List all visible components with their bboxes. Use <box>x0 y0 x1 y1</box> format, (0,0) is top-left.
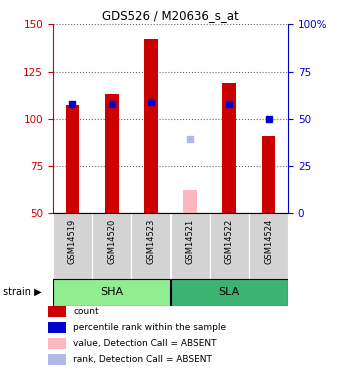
Text: GSM14522: GSM14522 <box>225 218 234 264</box>
Text: rank, Detection Call = ABSENT: rank, Detection Call = ABSENT <box>73 355 212 364</box>
Text: strain ▶: strain ▶ <box>3 287 42 297</box>
Text: SLA: SLA <box>219 287 240 297</box>
Bar <box>249 213 288 279</box>
Bar <box>53 279 170 306</box>
Text: GSM14520: GSM14520 <box>107 218 116 264</box>
Bar <box>170 279 288 306</box>
Bar <box>131 213 170 279</box>
Bar <box>170 213 210 279</box>
Bar <box>105 94 119 213</box>
Bar <box>65 105 79 213</box>
Text: GSM14519: GSM14519 <box>68 218 77 264</box>
Text: GDS526 / M20636_s_at: GDS526 / M20636_s_at <box>102 9 239 22</box>
Bar <box>183 190 197 213</box>
Bar <box>92 213 131 279</box>
Text: GSM14523: GSM14523 <box>146 218 155 264</box>
Text: count: count <box>73 307 99 316</box>
Bar <box>53 213 92 279</box>
Text: SHA: SHA <box>100 287 123 297</box>
Bar <box>222 83 236 213</box>
Text: GSM14524: GSM14524 <box>264 218 273 264</box>
Bar <box>262 136 276 213</box>
Bar <box>210 213 249 279</box>
Text: GSM14521: GSM14521 <box>186 218 195 264</box>
Text: percentile rank within the sample: percentile rank within the sample <box>73 323 226 332</box>
Bar <box>144 39 158 213</box>
Text: value, Detection Call = ABSENT: value, Detection Call = ABSENT <box>73 339 217 348</box>
